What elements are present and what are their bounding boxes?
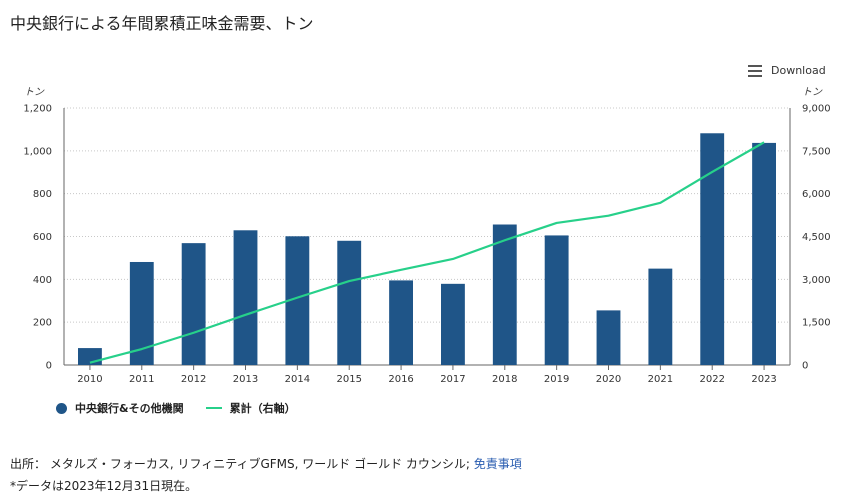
data-note: *データは2023年12月31日現在。 [10,479,198,493]
bar [389,280,413,365]
bar [441,283,465,365]
x-tick-label: 2017 [440,374,465,385]
bar [129,261,154,365]
x-tick-label: 2023 [751,374,776,385]
x-tick-label: 2020 [596,374,621,385]
x-tick-label: 2011 [129,374,154,385]
legend-dot-icon [56,402,67,414]
y-left-tick-label: 1,200 [23,104,52,115]
bar [700,133,725,365]
bar [752,142,776,365]
x-tick-label: 2015 [336,374,361,385]
x-tick-label: 2018 [492,374,517,385]
bar [337,240,362,365]
legend-item-line[interactable]: 累計（右軸） [205,400,296,416]
y-left-tick-label: 400 [33,275,52,286]
y-left-tick-label: 200 [33,318,52,329]
bar [233,230,258,365]
legend-label-bars: 中央銀行&その他機関 [75,402,184,415]
download-button[interactable]: Download [748,64,826,77]
bar [544,235,569,365]
bar [181,243,206,365]
menu-icon [748,64,762,77]
x-tick-label: 2012 [181,374,206,385]
legend-label-line: 累計（右軸） [229,402,296,415]
y-right-tick-label: 1,500 [802,318,831,329]
download-label: Download [771,64,826,77]
y-left-tick-label: 800 [33,189,52,200]
y-left-tick-label: 0 [46,361,52,372]
source-prefix: 出所： メタルズ・フォーカス, リフィニティブGFMS, ワールド ゴールド カ… [10,457,474,471]
y-left-tick-label: 600 [33,232,52,243]
x-tick-label: 2019 [544,374,569,385]
bar [492,224,517,365]
y-left-tick-label: 1,000 [23,146,52,157]
x-tick-label: 2014 [285,374,310,385]
y-left-unit: トン [24,87,45,98]
chart-plot: 0 200 400 600 800 1,000 1,200 0 1,500 3,000 4,500 6… [23,87,831,385]
x-tick-label: 2016 [388,374,413,385]
y-right-tick-label: 0 [802,361,808,372]
x-tick-label: 2021 [648,374,673,385]
chart-title: 中央銀行による年間累積正味金需要、トン [10,14,314,33]
y-right-tick-label: 3,000 [802,275,831,286]
x-tick-label: 2022 [699,374,724,385]
disclaimer-link[interactable]: 免責事項 [473,457,522,471]
x-tick-label: 2013 [233,374,258,385]
bar [648,268,673,365]
y-right-tick-label: 9,000 [802,104,831,115]
legend-line-icon [205,407,222,409]
cumulative-line [89,141,765,364]
bar [596,310,621,365]
source-text: 出所： メタルズ・フォーカス, リフィニティブGFMS, ワールド ゴールド カ… [10,455,522,472]
x-tick-label: 2010 [77,374,102,385]
legend-item-bars[interactable]: 中央銀行&その他機関 [56,400,184,416]
bar [285,236,310,365]
y-right-unit: トン [802,87,823,98]
y-right-tick-label: 7,500 [802,146,831,157]
legend: 中央銀行&その他機関 累計（右軸） [56,400,318,416]
y-right-tick-label: 6,000 [802,189,831,200]
y-right-tick-label: 4,500 [802,232,831,243]
